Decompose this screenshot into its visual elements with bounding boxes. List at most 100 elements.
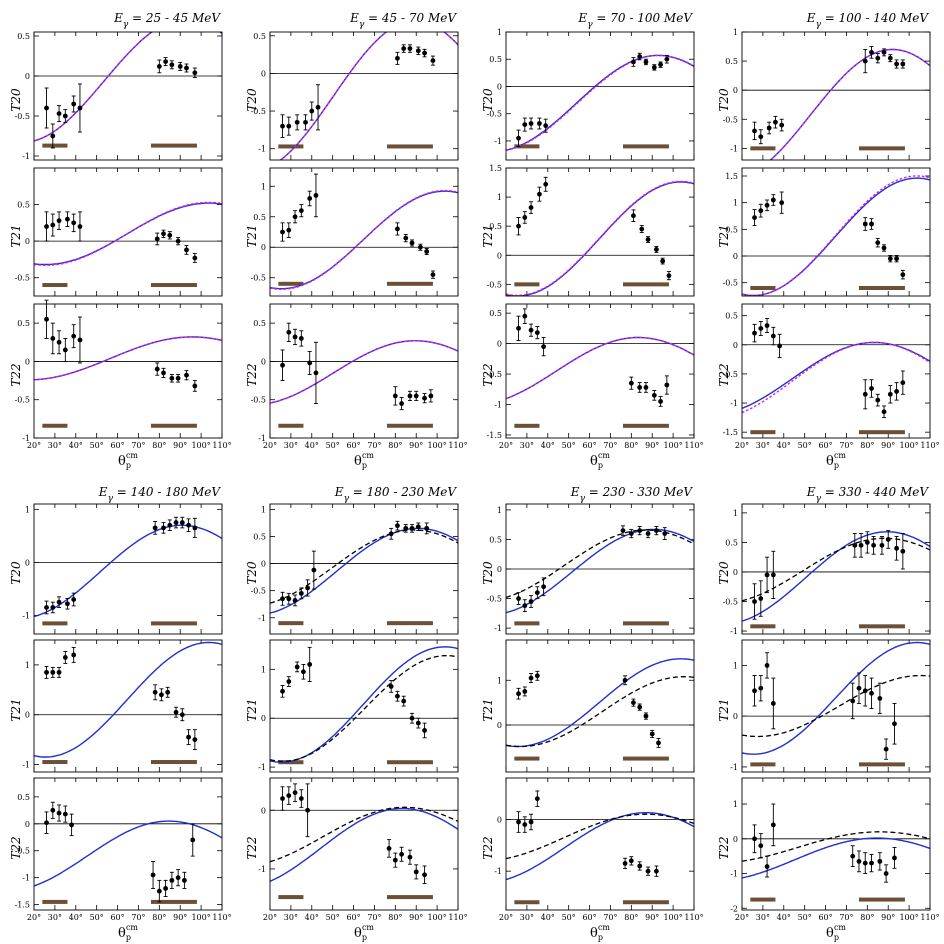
y-tick-label: -1 [494, 401, 502, 410]
y-axis-label: T22 [481, 836, 495, 859]
x-axis-label: θpcm [826, 923, 846, 942]
x-tick-label: 70° [367, 441, 381, 450]
data-point [409, 715, 415, 721]
y-tick-label: -0.5 [251, 587, 266, 596]
x-tick-label: 30° [756, 913, 770, 922]
x-tick-label: 100° [663, 913, 682, 922]
y-tick-label: 0 [497, 721, 502, 730]
y-tick-label: 0 [733, 252, 738, 261]
x-label-main: θ [118, 926, 126, 941]
data-point [528, 327, 534, 333]
y-tick-label: -0.5 [487, 595, 502, 604]
y-tick-label: 1 [733, 509, 738, 518]
y-tick-label: 0 [733, 341, 738, 350]
y-tick-label: -1 [22, 874, 30, 883]
acceptance-bar [278, 144, 304, 149]
x-tick-label: 40° [305, 441, 319, 450]
panel-frame [269, 777, 459, 911]
y-axis-label: T20 [9, 88, 23, 112]
data-point [758, 326, 764, 331]
data-point [71, 101, 77, 107]
data-point [900, 548, 906, 554]
theory-curve-blue [506, 658, 694, 748]
panel-9: -1 -0.5 0 0.5 T22 20° 30° 40° 50° 60° 70° 80° 90° 100… [9, 299, 232, 470]
data-point [403, 525, 409, 531]
theory-curve-blue [506, 812, 694, 881]
x-label-sup: cm [598, 451, 610, 460]
data-point [294, 664, 300, 670]
y-axis-label: T21 [9, 698, 23, 721]
panel-frame [269, 303, 459, 439]
data-point [541, 344, 546, 350]
panel-16: -1 -0.5 0 0.5 1 T20 Eγ = 330 - 440 MeV [717, 485, 931, 636]
theory-curve-dashed [506, 676, 694, 748]
data-point [311, 567, 317, 573]
data-point [758, 843, 764, 849]
theory-curve-blue [34, 336, 222, 381]
panel-23: -1 0 T22 20° 30° 40° 50° 60° 70° 80° 90° 100° 110° θp… [481, 777, 704, 942]
panel-frame [33, 639, 223, 773]
title-rest: = 330 - 440 MeV [821, 485, 929, 499]
title-e: E [806, 11, 816, 25]
y-axis-label: T20 [9, 561, 23, 585]
x-tick-label: 50° [562, 913, 576, 922]
y-axis-label: T21 [245, 698, 259, 721]
data-point [56, 669, 62, 675]
x-tick-label: 20° [735, 913, 749, 922]
data-point [44, 316, 49, 322]
x-tick-label: 90° [409, 441, 423, 450]
data-point [156, 888, 162, 894]
data-point [764, 323, 770, 328]
theory-curve-magenta [34, 201, 222, 266]
panel-24: -2 -1 0 1 T22 20° 30° 40° 50° 60° 70° 80° 90° 100° 110… [717, 777, 940, 942]
data-point [169, 877, 175, 883]
y-axis-label: T20 [481, 88, 495, 112]
theory-curve-magenta [506, 180, 694, 296]
data-point [758, 596, 764, 601]
data-point [305, 807, 310, 813]
data-point [407, 393, 413, 399]
data-point [779, 122, 785, 128]
data-point [856, 685, 862, 691]
x-tick-label: 40° [69, 913, 83, 922]
data-point [175, 238, 181, 244]
y-tick-label: 1 [25, 505, 30, 514]
acceptance-bar [750, 430, 776, 435]
y-tick-label: 1.5 [725, 172, 738, 181]
x-tick-label: 60° [110, 441, 124, 450]
title-sub: γ [580, 494, 586, 504]
data-point [413, 393, 419, 399]
y-tick-label: -1 [258, 763, 266, 772]
data-point [764, 864, 770, 869]
data-point [280, 123, 285, 129]
y-axis-label: T22 [9, 363, 23, 386]
x-tick-label: 110° [212, 913, 231, 922]
data-point [286, 596, 292, 602]
acceptance-bar [622, 144, 669, 149]
data-point [764, 202, 770, 208]
data-point [631, 700, 636, 706]
data-point [516, 596, 521, 601]
y-axis-label: T21 [481, 698, 495, 721]
y-tick-label: 0.5 [489, 222, 502, 231]
y-tick-label: -1 [730, 627, 738, 636]
data-point [516, 819, 521, 825]
y-tick-label: -1 [22, 152, 30, 161]
data-point [620, 528, 626, 533]
data-point [664, 382, 670, 388]
y-tick-label: -1.5 [723, 428, 738, 437]
theory-curve-dashed [742, 831, 930, 862]
y-tick-label: -0.5 [251, 274, 266, 283]
data-point [752, 836, 757, 842]
data-point [192, 525, 198, 531]
data-point [50, 222, 56, 228]
panel-12: -1.5 -1 -0.5 0 0.5 T22 20° 30° 40° 50° 60° 70° 80° 90… [717, 303, 940, 470]
acceptance-bar [622, 621, 669, 626]
y-tick-label: 1 [261, 505, 266, 514]
y-tick-label: -2 [730, 904, 738, 913]
data-point [522, 215, 528, 220]
panel-19: 0 1 T21 [481, 639, 695, 773]
y-tick-label: -1 [258, 614, 266, 623]
data-point [298, 208, 304, 214]
